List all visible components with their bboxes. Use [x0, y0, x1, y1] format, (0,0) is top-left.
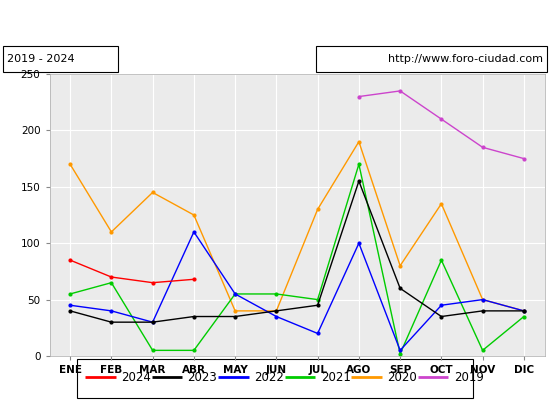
Text: http://www.foro-ciudad.com: http://www.foro-ciudad.com: [388, 54, 543, 64]
Bar: [3, 46, 118, 72]
Bar: [77, 359, 473, 398]
Text: 2019 - 2024: 2019 - 2024: [7, 54, 74, 64]
Bar: [316, 46, 547, 72]
Text: 2023: 2023: [188, 371, 217, 384]
Text: 2020: 2020: [387, 371, 417, 384]
Text: 2021: 2021: [321, 371, 350, 384]
Text: 2024: 2024: [121, 371, 151, 384]
Text: Evolucion Nº Turistas Nacionales en el municipio de Turrillas: Evolucion Nº Turistas Nacionales en el m…: [45, 14, 505, 30]
Text: 2022: 2022: [254, 371, 284, 384]
Text: 2019: 2019: [454, 371, 483, 384]
